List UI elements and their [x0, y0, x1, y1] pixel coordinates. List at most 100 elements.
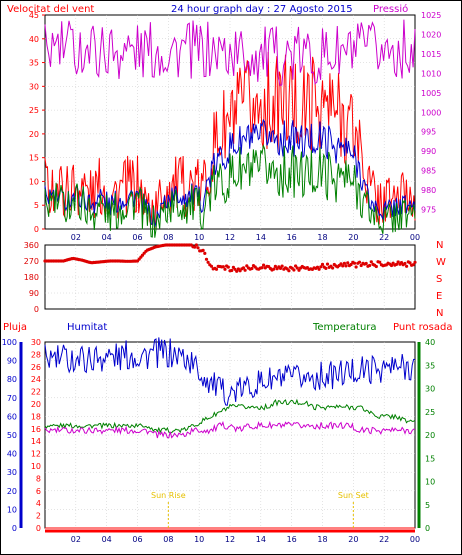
direction-point — [226, 265, 230, 269]
direction-point — [325, 262, 330, 266]
wind-y-tick: 35 — [29, 59, 39, 68]
rain-y-tick: 0 — [36, 524, 41, 533]
humidity-y-tick: 60 — [7, 412, 17, 421]
temperature-y-tick: 5 — [425, 501, 430, 510]
direction-point — [206, 260, 210, 264]
wind-y-tick: 20 — [29, 130, 39, 139]
sunrise-label: Sun Rise — [151, 491, 186, 500]
x-tick-label-wind: 22 — [379, 233, 389, 242]
rain-y-tick: 6 — [36, 487, 41, 496]
direction-point — [411, 263, 415, 267]
x-tick-label-humidity: 18 — [317, 535, 327, 544]
temperature-y-tick: 35 — [425, 361, 435, 370]
direction-point — [394, 262, 399, 266]
humidity-y-tick: 30 — [7, 468, 17, 477]
direction-point — [369, 260, 373, 264]
direction-point — [319, 265, 323, 269]
x-tick-label-wind: 04 — [102, 233, 112, 242]
direction-point — [201, 248, 205, 252]
direction-point — [324, 266, 328, 270]
humidity-y-tick: 80 — [7, 375, 17, 384]
direction-point — [403, 261, 407, 266]
direction-point — [243, 268, 247, 272]
x-tick-label-humidity: 14 — [256, 535, 266, 544]
x-tick-label-humidity: 00 — [410, 535, 420, 544]
temperature-y-tick: 0 — [425, 524, 430, 533]
wind-y-tick: 45 — [29, 11, 39, 20]
rain-y-tick: 4 — [36, 499, 41, 508]
direction-point — [344, 264, 348, 268]
humidity-y-tick: 70 — [7, 394, 17, 403]
direction-panel — [44, 244, 416, 310]
direction-point — [357, 260, 362, 264]
rain-y-tick: 12 — [31, 450, 41, 459]
dir-letter-s: S — [436, 274, 442, 285]
temperature-y-tick: 30 — [425, 385, 435, 394]
chart-title: 24 hour graph day : 27 Agosto 2015 — [171, 4, 353, 15]
direction-point — [280, 264, 284, 268]
temperature-y-tick: 25 — [425, 408, 435, 417]
rain-y-tick: 20 — [31, 400, 41, 409]
x-tick-label-humidity: 22 — [379, 535, 389, 544]
series-dewpoint — [44, 420, 416, 439]
humidity-y-tick: 20 — [7, 487, 17, 496]
direction-y-tick: 360 — [24, 241, 39, 250]
direction-point — [230, 268, 234, 273]
x-tick-label-humidity: 20 — [348, 535, 358, 544]
direction-point — [196, 246, 200, 250]
series-wind-min — [44, 143, 416, 238]
direction-point — [223, 267, 227, 271]
direction-point — [331, 266, 335, 270]
dir-letter-n-bottom: N — [436, 308, 443, 319]
rain-y-tick: 30 — [31, 338, 41, 347]
x-tick-label-wind: 20 — [348, 233, 358, 242]
x-tick-label-wind: 12 — [225, 233, 235, 242]
rain-y-tick: 16 — [31, 425, 41, 434]
direction-point — [221, 265, 225, 269]
wind-y-tick: 25 — [29, 106, 39, 115]
rain-y-tick: 18 — [31, 412, 41, 421]
humidity-y-tick: 100 — [2, 338, 17, 347]
direction-point — [342, 261, 346, 265]
humidity-y-tick: 10 — [7, 505, 17, 514]
series-pressure — [44, 19, 416, 86]
direction-point — [364, 261, 368, 266]
direction-point — [317, 267, 321, 271]
rain-y-tick: 24 — [31, 375, 41, 384]
rain-y-tick: 14 — [31, 437, 41, 446]
humidity-y-tick: 50 — [7, 431, 17, 440]
x-tick-label-wind: 02 — [71, 233, 81, 242]
direction-point — [214, 267, 219, 271]
pressure-y-tick: 1025 — [421, 11, 441, 20]
wind-y-tick: 40 — [29, 35, 39, 44]
pressure-y-tick: 985 — [421, 167, 436, 176]
pressure-y-tick: 1000 — [421, 108, 441, 117]
pressure-y-tick: 990 — [421, 147, 436, 156]
direction-point — [209, 264, 214, 268]
chart-layers: 0510152025303540459759809859909951000100… — [2, 11, 442, 544]
humidity-y-tick: 90 — [7, 357, 17, 366]
direction-y-tick: 90 — [29, 289, 39, 298]
direction-point — [389, 263, 394, 268]
humidity-y-tick: 40 — [7, 450, 17, 459]
direction-point — [203, 251, 207, 255]
direction-point — [408, 261, 412, 265]
direction-point — [413, 260, 417, 264]
direction-point — [354, 265, 358, 269]
temperature-label: Temperatura — [312, 322, 377, 333]
direction-point — [295, 266, 299, 270]
series-wind-avg — [44, 119, 416, 227]
x-tick-label-humidity: 04 — [102, 535, 112, 544]
wind-y-tick: 5 — [34, 201, 39, 210]
x-tick-label-wind: 18 — [317, 233, 327, 242]
series-temperature — [44, 398, 416, 434]
direction-point — [341, 264, 345, 268]
rain-y-tick: 2 — [36, 512, 41, 521]
direction-y-tick: 270 — [24, 257, 39, 266]
x-tick-label-wind: 00 — [410, 233, 420, 242]
x-tick-label-humidity: 10 — [194, 535, 204, 544]
direction-point — [405, 264, 409, 268]
pressure-y-tick: 995 — [421, 128, 436, 137]
